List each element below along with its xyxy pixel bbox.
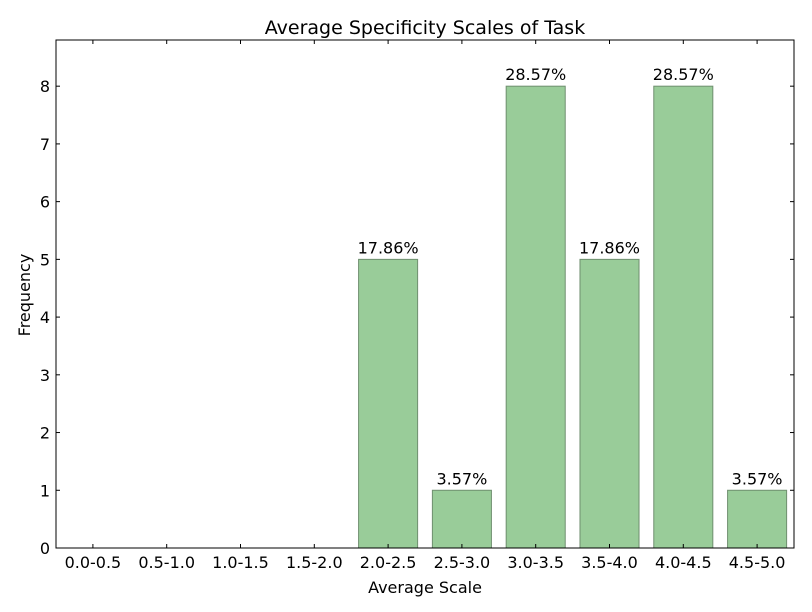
x-tick-label: 4.0-4.5 xyxy=(655,553,712,572)
x-tick-label: 4.5-5.0 xyxy=(729,553,786,572)
chart-title: Average Specificity Scales of Task xyxy=(265,17,585,39)
x-tick-label: 3.0-3.5 xyxy=(507,553,564,572)
bar-value-label: 28.57% xyxy=(505,65,566,84)
bar-labels-group: 17.86% 3.57% 28.57% 17.86% 28.57% 3.57% xyxy=(358,65,783,488)
x-tick-label: 1.0-1.5 xyxy=(212,553,269,572)
y-tick-label: 2 xyxy=(40,424,50,443)
y-tick-label: 3 xyxy=(40,366,50,385)
bar-4.0-4.5 xyxy=(653,85,714,549)
y-tick-label: 8 xyxy=(40,77,50,96)
bar-3.5-4.0 xyxy=(579,258,640,549)
bar-value-label: 3.57% xyxy=(436,469,487,488)
bar-value-label: 3.57% xyxy=(732,469,783,488)
y-tick-label: 5 xyxy=(40,250,50,269)
ticks-group: 0.0-0.5 0.5-1.0 1.0-1.5 1.5-2.0 2.0-2.5 2.5-3… xyxy=(40,40,794,572)
bar-value-label: 28.57% xyxy=(653,65,714,84)
y-tick-label: 4 xyxy=(40,308,50,327)
x-tick-label: 0.0-0.5 xyxy=(65,553,122,572)
bar-3.0-3.5 xyxy=(505,85,566,549)
y-tick-label: 6 xyxy=(40,193,50,212)
bar-2.0-2.5 xyxy=(358,258,419,549)
y-tick-label: 0 xyxy=(40,539,50,558)
bar-value-label: 17.86% xyxy=(358,238,419,257)
y-axis-label: Frequency xyxy=(15,254,34,337)
plot-frame xyxy=(55,39,795,549)
x-tick-label: 3.5-4.0 xyxy=(581,553,638,572)
bar-value-label: 17.86% xyxy=(579,238,640,257)
x-tick-label: 1.5-2.0 xyxy=(286,553,343,572)
x-axis-label: Average Scale xyxy=(368,578,482,597)
bar-4.5-5.0 xyxy=(727,489,788,549)
x-tick-label: 0.5-1.0 xyxy=(138,553,195,572)
bars-group xyxy=(358,85,788,549)
x-tick-label: 2.0-2.5 xyxy=(360,553,417,572)
y-tick-label: 1 xyxy=(40,481,50,500)
y-tick-label: 7 xyxy=(40,135,50,154)
x-tick-label: 2.5-3.0 xyxy=(434,553,491,572)
bar-2.5-3.0 xyxy=(431,489,492,549)
